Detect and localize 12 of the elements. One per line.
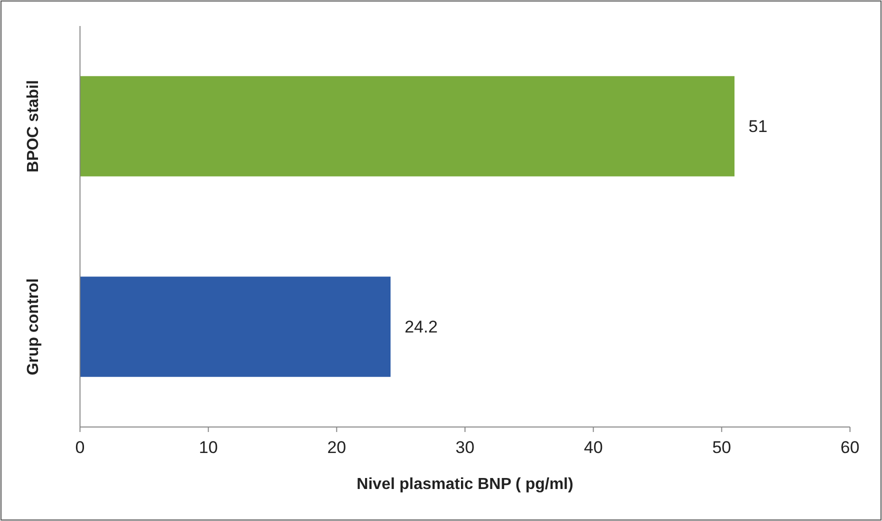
x-tick-label: 50 [712, 438, 732, 457]
x-tick-label: 40 [584, 438, 603, 457]
y-tick-label: Grup control [25, 278, 42, 376]
data-label: 24.2 [404, 318, 438, 337]
x-axis-title: Nivel plasmatic BNP ( pg/ml) [356, 476, 574, 493]
y-tick-label: BPOC stabil [25, 80, 42, 172]
x-tick-label: 10 [198, 438, 218, 457]
x-tick-label: 30 [456, 438, 474, 457]
x-tick-label: 0 [75, 438, 85, 457]
x-tick-label: 60 [840, 438, 860, 457]
data-label: 51 [748, 117, 768, 136]
x-tick-label: 20 [327, 438, 346, 457]
